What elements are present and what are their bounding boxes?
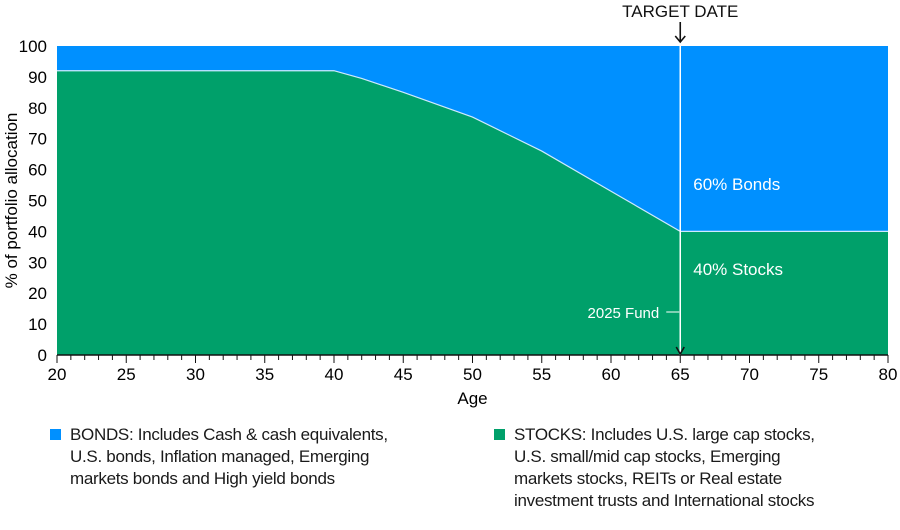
x-tick-label: 40 bbox=[325, 365, 344, 384]
x-tick-label: 30 bbox=[186, 365, 205, 384]
x-tick-label: 50 bbox=[463, 365, 482, 384]
legend-bonds-text: BONDS: Includes Cash & cash equivalents,… bbox=[70, 425, 388, 488]
y-tick-label: 30 bbox=[28, 253, 47, 272]
stocks-boundary-line bbox=[57, 70, 888, 232]
fund-label: 2025 Fund bbox=[588, 305, 660, 322]
x-tick-label: 25 bbox=[117, 365, 136, 384]
x-axis-label: Age bbox=[457, 389, 487, 408]
y-tick-label: 90 bbox=[28, 68, 47, 87]
y-tick-label: 80 bbox=[28, 99, 47, 118]
bonds-share-label: 60% Bonds bbox=[693, 175, 780, 194]
x-tick-label: 35 bbox=[255, 365, 274, 384]
stocks-swatch bbox=[494, 429, 505, 440]
x-tick-label: 70 bbox=[740, 365, 759, 384]
y-axis-label: % of portfolio allocation bbox=[2, 113, 21, 289]
x-tick-label: 65 bbox=[671, 365, 690, 384]
target-date-label: TARGET DATE bbox=[622, 2, 738, 21]
stocks-share-label: 40% Stocks bbox=[693, 260, 783, 279]
legend-bonds: BONDS: Includes Cash & cash equivalents,… bbox=[50, 424, 388, 490]
x-tick-label: 75 bbox=[809, 365, 828, 384]
y-tick-label: 20 bbox=[28, 284, 47, 303]
x-tick-label: 20 bbox=[48, 365, 67, 384]
y-tick-label: 50 bbox=[28, 192, 47, 211]
allocation-chart: 20 25 30 35 40 45 50 55 60 65 70 75 80 0 10 20 30 40 50 60 7… bbox=[2, 2, 898, 408]
bonds-swatch bbox=[50, 429, 61, 440]
x-tick-label: 45 bbox=[394, 365, 413, 384]
legend-stocks: STOCKS: Includes U.S. large cap stocks, … bbox=[494, 424, 815, 512]
x-tick-label: 55 bbox=[532, 365, 551, 384]
y-tick-label: 10 bbox=[28, 315, 47, 334]
target-date-arrow-icon bbox=[674, 22, 686, 356]
y-tick-label: 70 bbox=[28, 130, 47, 149]
x-tick-label: 80 bbox=[879, 365, 898, 384]
x-tick-label: 60 bbox=[602, 365, 621, 384]
y-tick-label: 60 bbox=[28, 161, 47, 180]
y-tick-label: 0 bbox=[38, 346, 47, 365]
legend-stocks-text: STOCKS: Includes U.S. large cap stocks, … bbox=[514, 425, 815, 510]
y-tick-label: 100 bbox=[19, 37, 47, 56]
y-tick-label: 40 bbox=[28, 222, 47, 241]
